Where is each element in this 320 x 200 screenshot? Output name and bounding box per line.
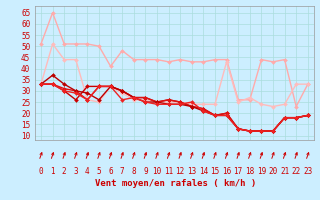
Text: 0: 0 xyxy=(39,168,43,176)
Text: 7: 7 xyxy=(120,168,124,176)
Text: 16: 16 xyxy=(222,168,231,176)
Text: 4: 4 xyxy=(85,168,90,176)
Text: 23: 23 xyxy=(303,168,312,176)
Text: 2: 2 xyxy=(62,168,67,176)
Text: 20: 20 xyxy=(268,168,278,176)
Text: 19: 19 xyxy=(257,168,266,176)
Text: 21: 21 xyxy=(280,168,289,176)
Text: 5: 5 xyxy=(97,168,101,176)
Text: 6: 6 xyxy=(108,168,113,176)
Text: 12: 12 xyxy=(176,168,185,176)
Text: 10: 10 xyxy=(152,168,162,176)
Text: 9: 9 xyxy=(143,168,148,176)
Text: 14: 14 xyxy=(199,168,208,176)
Text: 18: 18 xyxy=(245,168,254,176)
Text: 13: 13 xyxy=(187,168,196,176)
Text: 11: 11 xyxy=(164,168,173,176)
Text: 17: 17 xyxy=(234,168,243,176)
Text: 3: 3 xyxy=(74,168,78,176)
Text: 8: 8 xyxy=(132,168,136,176)
Text: 1: 1 xyxy=(50,168,55,176)
Text: 22: 22 xyxy=(292,168,301,176)
Text: Vent moyen/en rafales ( km/h ): Vent moyen/en rafales ( km/h ) xyxy=(95,178,257,188)
Text: 15: 15 xyxy=(210,168,220,176)
